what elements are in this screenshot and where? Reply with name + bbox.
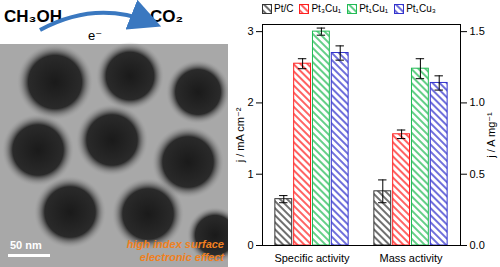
html-text:Pt/C: Pt/C (274, 3, 294, 14)
svg-text:j / A mg⁻¹: j / A mg⁻¹ (485, 112, 497, 159)
svg-text:2: 2 (247, 96, 253, 108)
svg-text:1.5: 1.5 (470, 25, 485, 37)
svg-text:1.0: 1.0 (470, 96, 485, 108)
svg-text:e⁻: e⁻ (88, 28, 102, 43)
svg-text:CO₂: CO₂ (150, 7, 183, 26)
svg-text:0.5: 0.5 (470, 168, 485, 180)
svg-text:CH₃OH: CH₃OH (4, 7, 62, 26)
svg-text:Specific activity: Specific activity (274, 252, 350, 264)
svg-text:0: 0 (247, 239, 253, 251)
svg-text:high index surface: high index surface (127, 238, 224, 250)
html-text:Pt₁Cu₃: Pt₁Cu₃ (406, 3, 436, 14)
svg-text:j / mA cm⁻²: j / mA cm⁻² (234, 107, 246, 163)
svg-text:Mass activity: Mass activity (380, 252, 443, 264)
html-text:Pt₃Cu₁: Pt₃Cu₁ (311, 3, 342, 14)
svg-text:electronic effect: electronic effect (140, 251, 226, 263)
svg-text:50 nm: 50 nm (10, 239, 42, 251)
svg-text:3: 3 (247, 25, 253, 37)
svg-text:1: 1 (247, 168, 253, 180)
svg-text:0.0: 0.0 (470, 239, 485, 251)
html-text:Pt₁Cu₁: Pt₁Cu₁ (359, 3, 389, 14)
